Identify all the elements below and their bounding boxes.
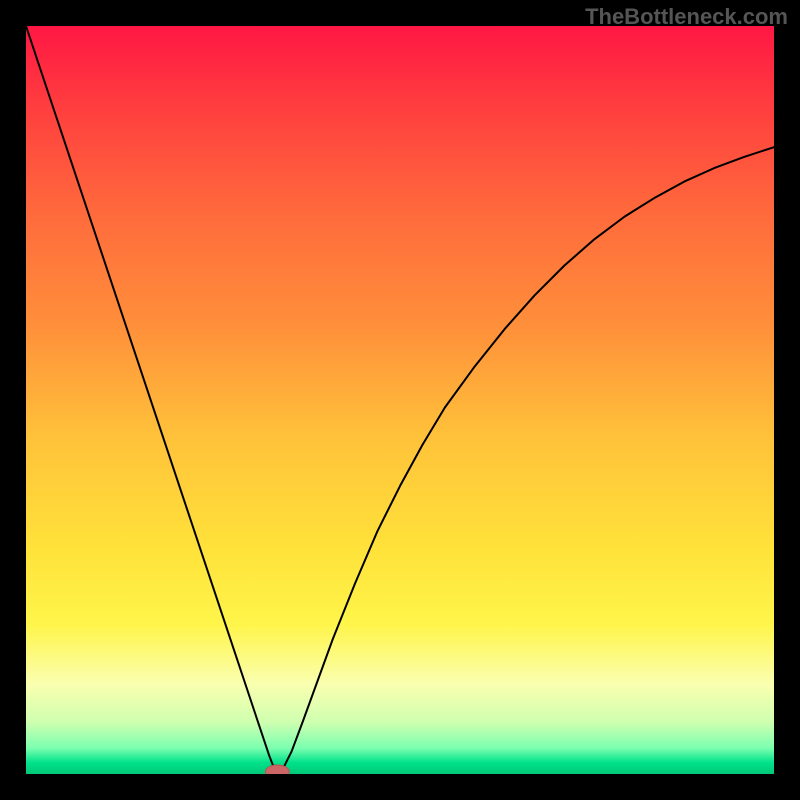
plot-background <box>26 26 774 774</box>
bottleneck-chart <box>0 0 800 800</box>
chart-container: TheBottleneck.com <box>0 0 800 800</box>
watermark-text: TheBottleneck.com <box>585 4 788 30</box>
